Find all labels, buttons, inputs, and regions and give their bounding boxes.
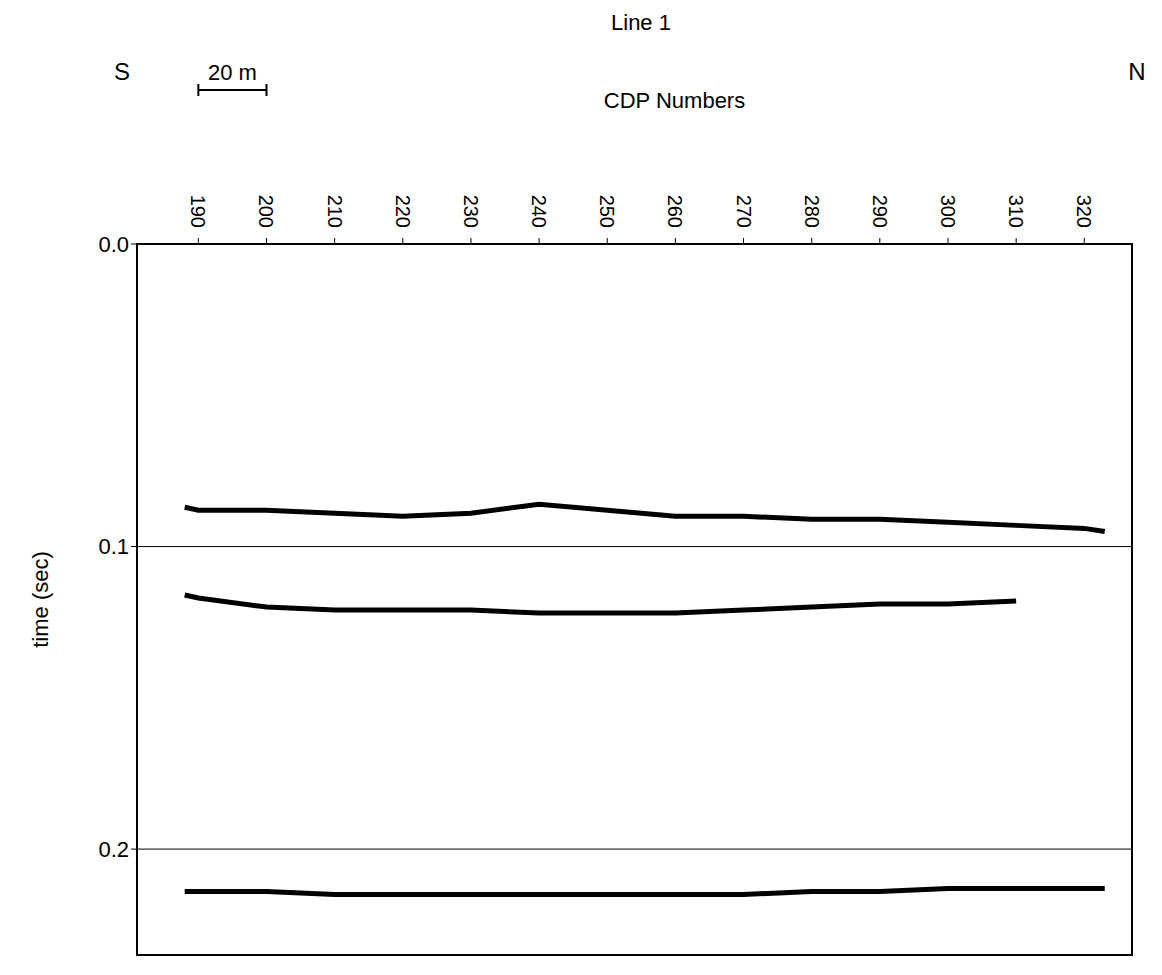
svg-text:0.2: 0.2	[98, 837, 129, 862]
svg-text:Line 1: Line 1	[611, 10, 671, 35]
svg-text:300: 300	[937, 195, 959, 228]
svg-text:310: 310	[1005, 195, 1027, 228]
svg-text:230: 230	[460, 195, 482, 228]
svg-text:220: 220	[392, 195, 414, 228]
svg-text:210: 210	[324, 195, 346, 228]
svg-text:N: N	[1128, 58, 1145, 85]
svg-text:290: 290	[869, 195, 891, 228]
svg-text:270: 270	[733, 195, 755, 228]
svg-text:280: 280	[801, 195, 823, 228]
svg-text:320: 320	[1073, 195, 1095, 228]
svg-text:0.1: 0.1	[98, 534, 129, 559]
svg-text:CDP Numbers: CDP Numbers	[604, 88, 745, 113]
svg-text:240: 240	[528, 195, 550, 228]
svg-text:0.0: 0.0	[98, 232, 129, 257]
svg-text:260: 260	[664, 195, 686, 228]
svg-text:250: 250	[596, 195, 618, 228]
svg-text:200: 200	[255, 195, 277, 228]
svg-text:20 m: 20 m	[208, 60, 257, 85]
svg-text:time (sec): time (sec)	[28, 551, 53, 648]
svg-text:S: S	[114, 58, 130, 85]
svg-text:190: 190	[187, 195, 209, 228]
